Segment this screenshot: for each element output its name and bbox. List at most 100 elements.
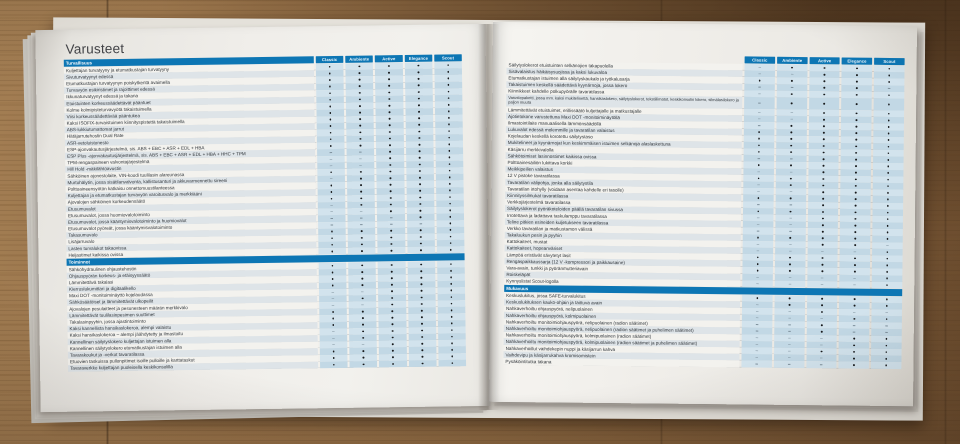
dash-marker (359, 164, 362, 166)
dot-marker (887, 125, 890, 128)
dot-marker (417, 77, 420, 80)
dot-marker (822, 211, 824, 213)
dot-marker (329, 145, 332, 147)
dot-marker (362, 350, 365, 353)
dash-marker (329, 165, 333, 167)
dash-marker (820, 364, 823, 366)
dot-marker (887, 178, 890, 181)
dot-marker (823, 93, 826, 96)
brochure-left-page: Varusteet Turvallisuus Classic Ambiente Act… (35, 23, 491, 413)
dot-marker (854, 198, 857, 200)
dot-marker (447, 110, 450, 113)
dot-marker (854, 237, 857, 240)
dash-marker (756, 243, 760, 245)
dash-marker (758, 93, 761, 95)
dot-marker (886, 218, 889, 221)
availability-cell (870, 361, 902, 369)
dot-marker (758, 137, 760, 140)
dot-marker (448, 182, 451, 185)
dash-marker (788, 311, 791, 313)
dot-marker (362, 337, 364, 339)
dot-marker (791, 66, 794, 69)
dot-marker (790, 93, 793, 96)
dot-marker (449, 222, 452, 225)
availability-cell (841, 97, 872, 111)
dot-marker (418, 97, 420, 100)
dot-marker (757, 177, 760, 180)
dot-marker (853, 350, 855, 353)
dot-marker (360, 203, 363, 206)
dot-marker (450, 322, 453, 325)
dot-marker (419, 236, 422, 238)
dot-marker (388, 98, 391, 100)
dot-marker (418, 137, 421, 140)
dot-marker (853, 270, 856, 273)
dot-marker (852, 364, 855, 366)
dot-marker (328, 79, 331, 81)
dot-marker (390, 229, 393, 232)
dot-marker (418, 124, 421, 126)
dot-marker (887, 145, 890, 148)
dot-marker (447, 77, 450, 80)
dot-marker (330, 197, 333, 200)
dot-marker (447, 97, 450, 100)
dot-marker (449, 202, 451, 205)
dot-marker (419, 196, 422, 199)
dot-marker (885, 364, 888, 367)
dash-marker (757, 171, 760, 173)
dot-marker (449, 229, 452, 231)
dot-marker (758, 131, 760, 134)
dot-marker (790, 138, 793, 140)
dash-marker (821, 284, 824, 285)
dot-marker (887, 112, 890, 115)
dot-marker (419, 176, 421, 179)
dot-marker (789, 256, 792, 259)
dot-marker (388, 71, 390, 74)
dash-marker (330, 224, 334, 226)
dot-marker (448, 123, 450, 126)
availability-cell (438, 359, 467, 367)
dash-marker (821, 251, 824, 252)
dot-marker (888, 67, 891, 70)
page-title: Varusteet (65, 40, 125, 57)
dot-marker (886, 224, 889, 227)
dash-marker (788, 250, 792, 252)
dot-marker (421, 362, 424, 365)
dot-marker (449, 235, 452, 238)
dot-marker (361, 264, 363, 267)
dot-marker (388, 124, 391, 127)
dot-marker (388, 111, 391, 114)
dot-marker (358, 85, 361, 88)
dash-marker (788, 324, 791, 326)
dot-marker (421, 316, 423, 319)
dot-marker (391, 343, 394, 346)
dot-marker (854, 191, 857, 194)
dot-marker (450, 269, 452, 272)
dot-marker (359, 138, 362, 140)
dot-marker (855, 87, 858, 90)
dot-marker (387, 65, 390, 67)
dot-marker (389, 177, 392, 180)
dot-marker (388, 104, 391, 107)
dot-marker (822, 178, 825, 180)
dot-marker (885, 305, 888, 307)
dot-marker (822, 131, 825, 134)
dot-marker (388, 137, 391, 140)
dot-marker (449, 215, 452, 218)
dot-marker (359, 124, 362, 127)
dot-marker (887, 165, 890, 168)
dot-marker (331, 271, 334, 274)
dot-marker (331, 237, 333, 240)
dash-marker (330, 204, 333, 206)
dash-marker (329, 152, 333, 153)
dash-marker (758, 73, 761, 75)
dash-marker (787, 357, 791, 359)
dot-marker (447, 117, 450, 119)
dot-marker (421, 355, 424, 358)
dot-marker (448, 189, 451, 192)
dash-marker (755, 324, 759, 325)
dot-marker (389, 190, 392, 193)
dash-marker (885, 325, 888, 327)
dot-marker (450, 309, 453, 312)
dot-marker (790, 144, 793, 147)
